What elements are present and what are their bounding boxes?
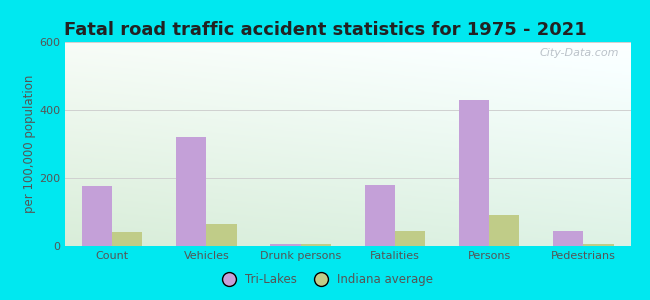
Legend: Tri-Lakes, Indiana average: Tri-Lakes, Indiana average [212,269,438,291]
Bar [489,215,519,246]
Y-axis label: per 100,000 population: per 100,000 population [23,75,36,213]
Text: Fatal road traffic accident statistics for 1975 - 2021: Fatal road traffic accident statistics f… [64,21,586,39]
Bar [112,232,142,246]
Bar [584,244,614,246]
Bar [365,185,395,246]
Bar [300,244,331,246]
Bar [553,231,584,246]
Bar [82,187,112,246]
Bar [207,224,237,246]
Bar [176,137,206,246]
Bar [395,231,425,246]
Text: City-Data.com: City-Data.com [540,48,619,58]
Bar [459,100,489,246]
Bar [270,244,300,246]
